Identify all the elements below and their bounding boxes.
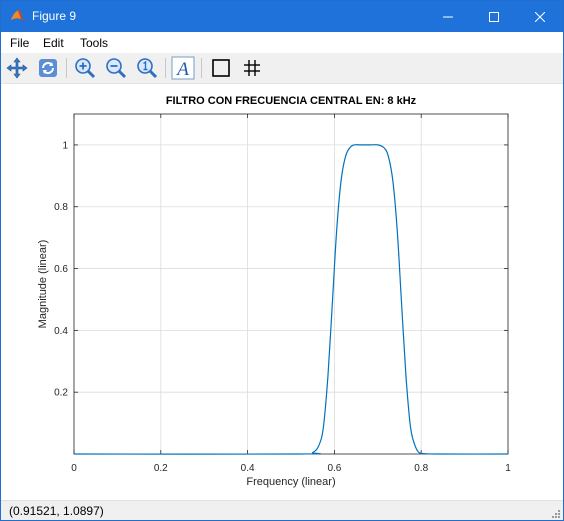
x-tick-label: 1 <box>505 463 511 474</box>
pan-button[interactable] <box>5 56 29 80</box>
zoom-reset-button[interactable] <box>135 56 159 80</box>
axes-box <box>73 113 509 455</box>
toolbar-separator <box>165 58 166 78</box>
series-line-magnitude <box>73 144 509 455</box>
x-tick-label: 0.8 <box>414 463 428 474</box>
rotate-icon <box>39 59 57 77</box>
zoom-out-icon <box>106 58 127 79</box>
status-bar: (0.91521, 1.0897) <box>1 500 563 520</box>
figure-canvas[interactable]: FILTRO CON FRECUENCIA CENTRAL EN: 8 kHz … <box>1 84 563 500</box>
y-tick-label: 0.6 <box>54 264 68 275</box>
y-tick-labels: 0.2 0.4 0.6 0.8 1 <box>54 140 68 398</box>
zoom-in-icon <box>75 58 96 79</box>
matlab-app-icon <box>9 8 25 24</box>
tick-marks <box>73 114 509 454</box>
toggle-grid-button[interactable] <box>240 56 264 80</box>
cursor-coordinates: (0.91521, 1.0897) <box>9 504 104 518</box>
menu-file[interactable]: File <box>10 36 30 50</box>
toggle-axes-box-icon <box>212 59 230 77</box>
x-axis-label: Frequency (linear) <box>246 476 335 488</box>
menu-bar: File Edit Tools <box>1 32 563 53</box>
svg-text:A: A <box>175 59 189 80</box>
window-title: Figure 9 <box>32 9 77 23</box>
resize-grip-icon[interactable] <box>551 509 561 519</box>
toggle-grid-icon <box>244 60 260 76</box>
minimize-button[interactable] <box>425 1 471 32</box>
chart-title: FILTRO CON FRECUENCIA CENTRAL EN: 8 kHz <box>166 95 417 107</box>
zoom-out-button[interactable] <box>104 56 128 80</box>
close-icon <box>535 11 545 22</box>
x-tick-labels: 0 0.2 0.4 0.6 0.8 1 <box>71 463 511 474</box>
y-axis-label: Magnitude (linear) <box>37 240 49 329</box>
x-tick-label: 0.2 <box>154 463 168 474</box>
x-tick-label: 0.6 <box>327 463 341 474</box>
menu-edit[interactable]: Edit <box>43 36 64 50</box>
toolbar-separator <box>66 58 67 78</box>
y-tick-label: 1 <box>62 140 68 151</box>
minimize-icon <box>443 16 453 17</box>
insert-text-button[interactable]: A <box>171 56 195 80</box>
x-tick-label: 0 <box>71 463 77 474</box>
menu-tools[interactable]: Tools <box>80 36 109 50</box>
zoom-reset-icon <box>137 58 158 79</box>
title-bar: Figure 9 <box>1 1 563 32</box>
insert-text-icon: A <box>171 56 195 80</box>
x-tick-label: 0.4 <box>241 463 255 474</box>
plot-svg: FILTRO CON FRECUENCIA CENTRAL EN: 8 kHz … <box>37 95 511 488</box>
y-tick-label: 0.8 <box>54 202 68 213</box>
pan-icon <box>6 57 28 79</box>
maximize-button[interactable] <box>471 1 517 32</box>
y-tick-label: 0.4 <box>54 326 68 337</box>
grid-lines <box>73 114 509 454</box>
close-button[interactable] <box>517 1 563 32</box>
toggle-axes-box-button[interactable] <box>209 56 233 80</box>
maximize-icon <box>489 11 499 22</box>
figure-toolbar: A <box>1 53 563 84</box>
toolbar-separator <box>201 58 202 78</box>
rotate-button[interactable] <box>36 56 60 80</box>
y-tick-label: 0.2 <box>54 388 68 399</box>
zoom-in-button[interactable] <box>73 56 97 80</box>
